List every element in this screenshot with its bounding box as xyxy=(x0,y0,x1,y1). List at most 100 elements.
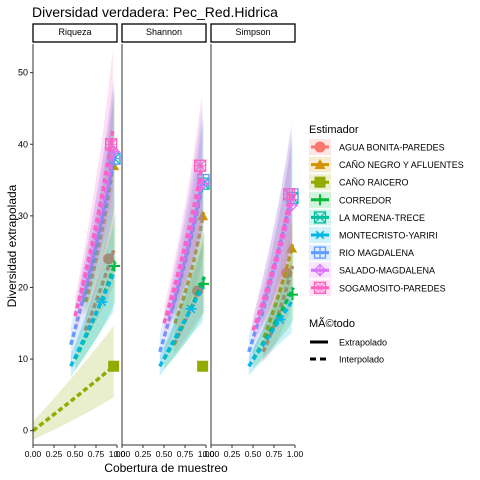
confidence-band xyxy=(172,118,204,323)
legend-entry: MONTECRISTO-YARIRI xyxy=(309,227,438,243)
observed-point xyxy=(108,360,120,372)
legend-label: CAÑO NEGRO Y AFLUENTES xyxy=(339,160,464,170)
confidence-band xyxy=(253,130,291,345)
legend-entry: RIO MAGDALENA xyxy=(309,244,414,261)
observed-point xyxy=(104,138,118,151)
legend-label: MONTECRISTO-YARIRI xyxy=(339,231,438,241)
x-tick-label: 0.75 xyxy=(266,449,283,459)
legend-label: CAÑO RAICERO xyxy=(339,178,409,188)
observed-point xyxy=(197,210,209,221)
linetype-label: Interpolado xyxy=(339,355,384,365)
chart-title: Diversidad verdadera: Pec_Red.Hidrica xyxy=(32,4,278,20)
series-sogamosito-paredes xyxy=(162,95,207,339)
facet-panels: Riqueza 0.00 0.25 0.50 0.75 1.00 Shannon 0.00 0.… xyxy=(25,23,304,459)
linetype-entry: Interpolado xyxy=(310,355,384,365)
legend-entry: CAÑO RAICERO xyxy=(309,174,409,191)
legend-key-icon xyxy=(314,230,326,240)
observed-point xyxy=(197,278,209,290)
legend-title: Estimador xyxy=(309,124,359,136)
legend-label: CORREDOR xyxy=(339,195,392,205)
observed-point xyxy=(185,304,197,314)
x-tick-label: 1.00 xyxy=(109,449,126,459)
confidence-band xyxy=(70,223,114,378)
strip-box xyxy=(32,23,118,43)
x-tick-label: 0.00 xyxy=(114,449,131,459)
observed-point xyxy=(193,159,207,172)
x-tick-label: 0.00 xyxy=(203,449,220,459)
series-ca-o-raicero xyxy=(31,326,120,440)
observed-point xyxy=(108,260,120,272)
x-tick-label: 0.00 xyxy=(25,449,42,459)
series-ca-o-raicero xyxy=(197,360,209,372)
series-line xyxy=(173,211,206,324)
confidence-band xyxy=(75,211,116,371)
observed-point xyxy=(286,242,298,253)
legend-entry: SOGAMOSITO-PAREDES xyxy=(309,279,446,296)
linetype-legend-title: MÃ©todo xyxy=(309,317,355,330)
y-tick-label: 40 xyxy=(18,139,28,149)
legend-key-icon xyxy=(313,281,327,294)
confidence-band xyxy=(159,105,203,369)
legend-key-icon xyxy=(313,211,327,224)
legend-label: SALADO-MAGDALENA xyxy=(339,266,435,276)
y-tick-label: 0 xyxy=(23,426,28,436)
series-montecristo-yariri xyxy=(69,223,116,378)
x-tick-label: 0.25 xyxy=(46,449,63,459)
series-line xyxy=(73,129,115,317)
series-line xyxy=(158,179,205,353)
legend-label: RIO MAGDALENA xyxy=(339,248,414,258)
x-tick-label: 1.00 xyxy=(287,449,304,459)
confidence-band xyxy=(253,244,294,369)
series-line xyxy=(83,247,117,332)
confidence-band xyxy=(263,195,293,349)
legend-key-icon xyxy=(314,141,326,153)
observed-point xyxy=(286,289,298,301)
observed-point xyxy=(282,188,296,201)
linetype-label: Extrapolado xyxy=(339,338,387,348)
confidence-band xyxy=(263,218,293,363)
confidence-band xyxy=(85,202,115,341)
series-line xyxy=(166,179,205,317)
x-tick-label: 0.50 xyxy=(245,449,262,459)
legend-key-icon xyxy=(313,246,327,259)
series-montecristo-yariri xyxy=(247,261,294,376)
series-line xyxy=(158,286,205,368)
series-ca-o-negro-y-afluentes xyxy=(262,195,298,349)
x-tick-label: 0.50 xyxy=(67,449,84,459)
series-agua-bonita-paredes xyxy=(83,202,117,341)
observed-point xyxy=(274,315,286,325)
y-tick-label: 20 xyxy=(18,282,28,292)
legend-key-icon xyxy=(314,194,326,206)
observed-point xyxy=(103,253,115,265)
x-tick-label: 0.25 xyxy=(135,449,152,459)
observed-point xyxy=(197,360,209,372)
y-tick-label: 10 xyxy=(18,354,28,364)
confidence-band xyxy=(75,50,113,334)
y-tick-label: 30 xyxy=(18,211,28,221)
legend-label: AGUA BONITA-PAREDES xyxy=(339,143,445,153)
series-line xyxy=(69,158,116,346)
confidence-band xyxy=(164,230,205,370)
facet-panel-simpson: Simpson 0.00 0.25 0.50 0.75 1.00 xyxy=(203,23,304,459)
facet-panel-riqueza: Riqueza 0.00 0.25 0.50 0.75 1.00 xyxy=(25,23,126,459)
legend-key-icon xyxy=(313,263,327,277)
strip-box xyxy=(121,23,207,43)
x-tick-label: 0.75 xyxy=(177,449,194,459)
series-line xyxy=(251,194,293,332)
strip-box xyxy=(210,23,296,43)
legend-entry: AGUA BONITA-PAREDES xyxy=(309,139,445,155)
strip-label: Simpson xyxy=(235,27,270,37)
x-axis-label: Cobertura de muestreo xyxy=(104,461,228,475)
linetype-entry: Extrapolado xyxy=(310,338,387,348)
legend-label: SOGAMOSITO-PAREDES xyxy=(339,283,446,293)
legend-entry: SALADO-MAGDALENA xyxy=(309,262,435,279)
x-tick-label: 0.25 xyxy=(224,449,241,459)
series-line xyxy=(31,364,115,433)
confidence-band xyxy=(159,242,203,377)
series-sogamosito-paredes xyxy=(73,50,118,334)
series-ca-o-negro-y-afluentes xyxy=(173,156,209,336)
y-axis: 0 10 20 30 40 50 xyxy=(18,44,34,445)
legend-entry: CORREDOR xyxy=(309,191,392,208)
x-tick-label: 0.75 xyxy=(88,449,105,459)
